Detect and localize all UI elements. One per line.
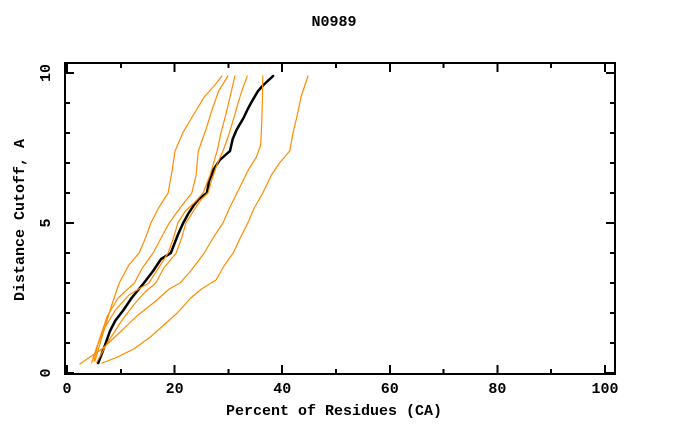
y-tick-label: 5 (38, 218, 55, 227)
orange-curve-2 (93, 75, 229, 362)
orange-curve-1 (94, 75, 223, 362)
y-tick-label: 0 (38, 368, 55, 377)
x-tick-label: 80 (488, 381, 506, 398)
plot-border (64, 62, 616, 375)
orange-curve-5 (79, 75, 264, 365)
tick-labels-layer: 0 20 40 60 80 100 0 5 10 (38, 64, 619, 398)
x-tick-label: 40 (273, 381, 291, 398)
orange-curve-6 (101, 75, 309, 364)
x-axis-label: Percent of Residues (CA) (226, 403, 442, 420)
black-curve (96, 74, 275, 365)
y-axis-label: Distance Cutoff, A (12, 139, 29, 301)
chart-title: N0989 (311, 14, 356, 31)
x-tick-label: 60 (381, 381, 399, 398)
x-tick-label: 100 (591, 381, 618, 398)
y-tick-label: 10 (38, 64, 55, 82)
x-tick-label: 20 (166, 381, 184, 398)
x-tick-label: 0 (62, 381, 71, 398)
curves-layer (79, 74, 309, 365)
axis-ticks (65, 63, 615, 374)
orange-curve-3 (91, 75, 236, 364)
orange-curve-4 (95, 75, 248, 364)
